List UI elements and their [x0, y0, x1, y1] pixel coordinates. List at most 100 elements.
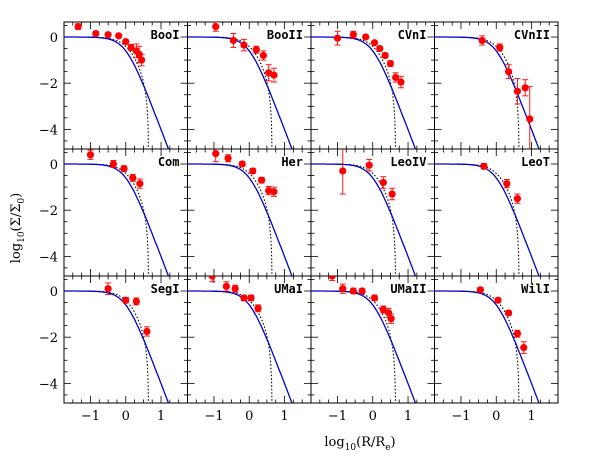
- data-point: [254, 304, 262, 312]
- y-tick-labels: 0 −2 −4 0 −2 −4 0 −2 −4: [39, 31, 58, 392]
- data-point: [120, 165, 128, 173]
- panel-label: WilI: [521, 282, 550, 296]
- data-point: [212, 23, 220, 31]
- x-tick-label: 0: [122, 409, 130, 424]
- data-point: [247, 294, 255, 302]
- data-point: [270, 71, 278, 79]
- data-point: [212, 150, 220, 158]
- panel-label: SegI: [151, 282, 180, 296]
- data-point: [385, 309, 393, 317]
- data-point: [496, 43, 504, 52]
- data-point: [136, 180, 144, 188]
- data-point: [379, 178, 387, 187]
- x-tick-label: 1: [280, 409, 288, 424]
- data-point: [129, 174, 137, 182]
- data-point: [358, 287, 366, 295]
- model-curve: [434, 163, 540, 276]
- data-point: [240, 41, 248, 49]
- data-point: [370, 39, 379, 47]
- data-point: [505, 309, 513, 317]
- y-tick-label: −4: [39, 377, 58, 392]
- data-point: [259, 51, 267, 60]
- data-point: [520, 343, 528, 352]
- panel-label: UMaI: [274, 282, 303, 296]
- data-point: [478, 36, 486, 45]
- y-tick-label: 0: [50, 158, 58, 173]
- panel-booii: BooII: [187, 21, 312, 150]
- data-point: [513, 87, 522, 95]
- x-tick-label: 0: [245, 409, 253, 424]
- data-point: [381, 51, 389, 60]
- x-tick-label: −1: [451, 409, 470, 424]
- data-point: [365, 161, 373, 169]
- model-curve: [311, 36, 417, 149]
- truncated-model-curve: [64, 163, 149, 276]
- data-point: [224, 154, 232, 162]
- data-point: [127, 43, 135, 52]
- data-point: [238, 160, 246, 168]
- truncated-model-curve: [64, 290, 149, 403]
- data-point: [503, 180, 511, 188]
- panel-label: Her: [281, 155, 303, 169]
- data-point: [252, 46, 260, 54]
- data-point: [388, 190, 396, 198]
- model-curve: [311, 290, 417, 403]
- y-tick-label: −2: [39, 204, 58, 219]
- data-point: [231, 285, 239, 293]
- data-point: [521, 84, 529, 92]
- panel-label: Com: [158, 155, 180, 169]
- panel-label: CVnI: [398, 28, 427, 42]
- panel-label: LeoT: [521, 155, 550, 169]
- data-point: [104, 285, 112, 293]
- y-tick-label: 0: [50, 31, 58, 46]
- data-point: [122, 38, 130, 46]
- panel-cvni: CVnI: [310, 21, 435, 150]
- data-point: [138, 56, 146, 64]
- data-point: [328, 276, 336, 280]
- data-point: [132, 297, 140, 305]
- x-tick-label: 1: [527, 409, 535, 424]
- panel-label: CVnII: [514, 28, 550, 42]
- model-curve: [311, 163, 417, 276]
- data-point: [222, 282, 230, 290]
- data-point: [104, 31, 112, 39]
- x-tick-label: 0: [369, 409, 377, 424]
- data-point: [349, 31, 357, 39]
- panel-booi: BooI: [63, 21, 188, 150]
- data-point: [74, 23, 82, 31]
- data-point: [476, 286, 484, 294]
- data-point: [513, 330, 522, 338]
- data-point: [376, 44, 384, 53]
- data-point: [379, 305, 387, 314]
- data-point: [270, 188, 278, 196]
- panel-label: BooII: [267, 28, 303, 42]
- data-point: [339, 285, 347, 293]
- data-point: [122, 296, 130, 304]
- data-point: [386, 59, 394, 68]
- truncated-model-curve: [434, 36, 520, 149]
- model-curve: [434, 36, 540, 149]
- y-tick-label: −2: [39, 331, 58, 346]
- data-point: [143, 327, 151, 336]
- data-point: [387, 315, 395, 323]
- data-point: [397, 78, 405, 86]
- y-axis-title: log10(Σ/Σ0): [9, 193, 27, 263]
- x-tick-labels: −1 0 1 −1 0 1 −1 0 1 −1 0 1: [81, 409, 536, 424]
- panel-label: LeoIV: [390, 155, 426, 169]
- data-point: [333, 34, 342, 42]
- data-point: [258, 176, 266, 184]
- data-point: [494, 296, 502, 304]
- data-point: [249, 167, 257, 175]
- model-curve: [64, 36, 170, 149]
- panel-label: UMaII: [390, 282, 426, 296]
- panel-wili: WilI: [434, 275, 559, 404]
- x-tick-label: −1: [204, 409, 223, 424]
- data-point: [526, 115, 534, 123]
- model-curve: [187, 290, 293, 403]
- panel-leot: LeoT: [434, 148, 559, 277]
- x-tick-label: 1: [157, 409, 165, 424]
- y-tick-label: −4: [39, 250, 58, 265]
- data-point: [86, 151, 95, 159]
- data-point: [362, 33, 370, 41]
